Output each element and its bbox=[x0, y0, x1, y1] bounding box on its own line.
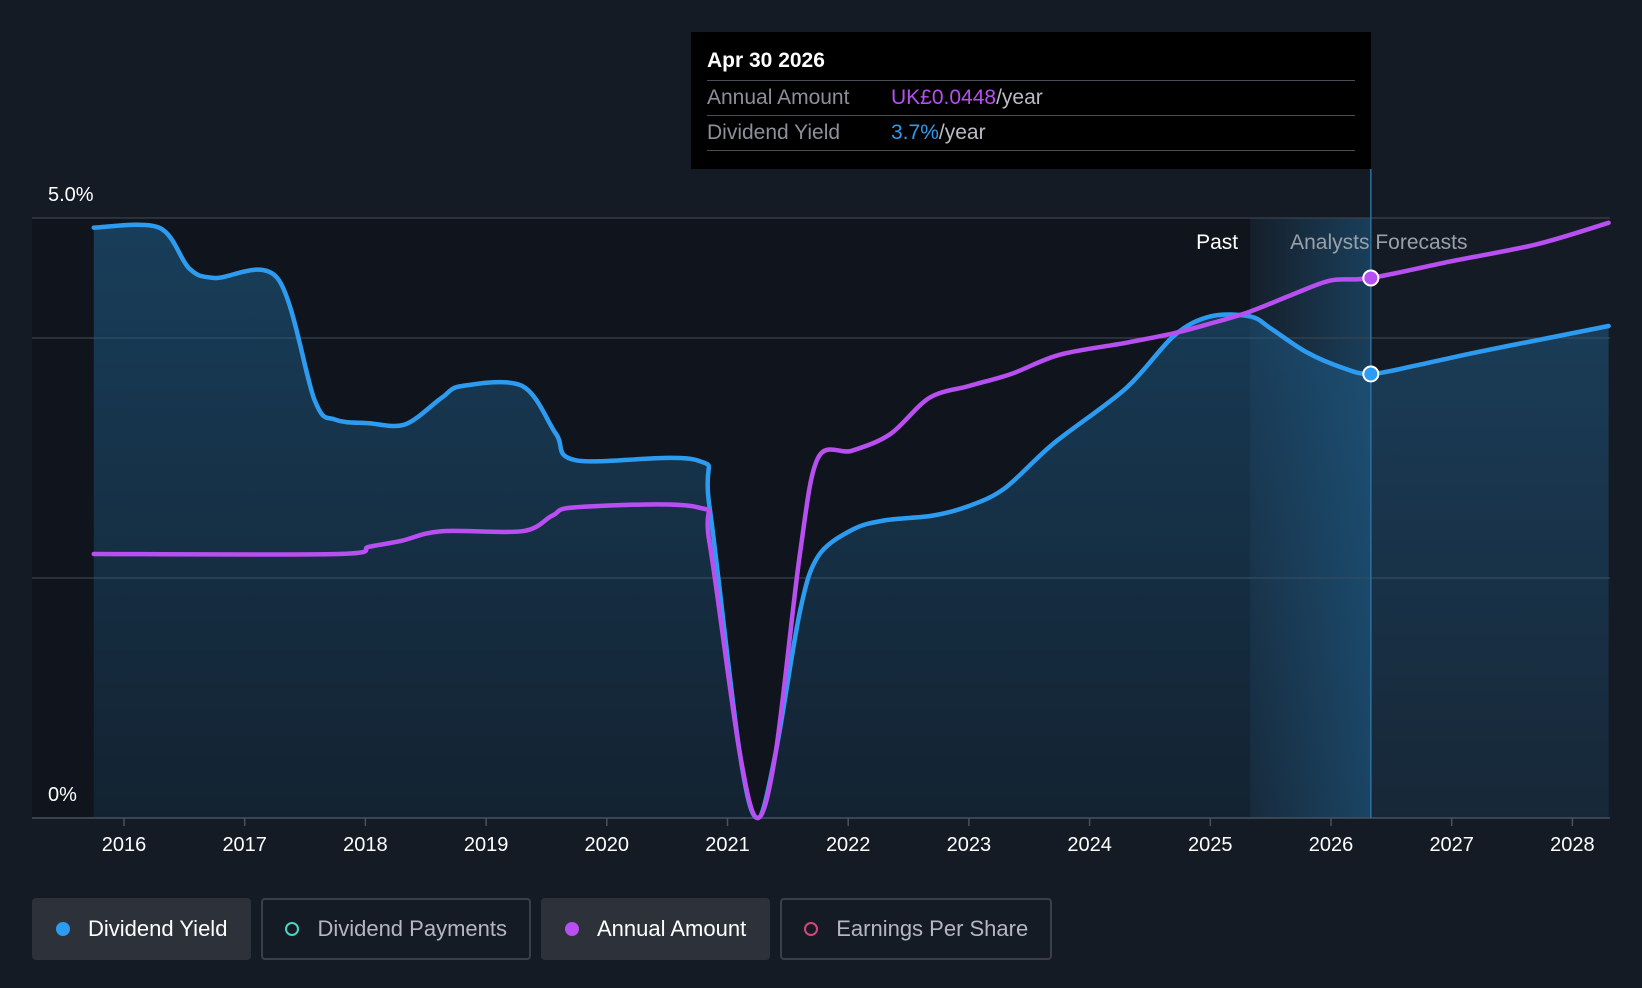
x-tick-label: 2028 bbox=[1550, 834, 1595, 856]
tooltip-value: 3.7% bbox=[891, 121, 939, 144]
tooltip-label: Dividend Yield bbox=[707, 121, 841, 144]
x-tick-label: 2023 bbox=[947, 834, 992, 856]
y-tick-label: 5.0% bbox=[48, 184, 94, 206]
tooltip-row-annual-amount: Annual Amount UK£0.0448 /year bbox=[707, 81, 1355, 116]
marker-annual-amount bbox=[1362, 269, 1380, 287]
x-tick-label: 2026 bbox=[1309, 834, 1354, 856]
legend-dividend-yield[interactable]: Dividend Yield bbox=[32, 898, 252, 960]
x-tick-label: 2017 bbox=[222, 834, 267, 856]
legend-dot-icon bbox=[285, 922, 300, 936]
x-tick-label: 2022 bbox=[826, 834, 871, 856]
x-tick-label: 2021 bbox=[705, 834, 750, 856]
legend-annual-amount[interactable]: Annual Amount bbox=[540, 898, 771, 960]
legend-dot-icon bbox=[564, 922, 579, 936]
y-tick-label: 0% bbox=[48, 784, 77, 806]
x-tick-label: 2018 bbox=[343, 834, 388, 856]
legend-dot-icon bbox=[56, 922, 70, 936]
tooltip-date: Apr 30 2026 bbox=[707, 46, 1355, 81]
marker-dividend-yield bbox=[1362, 365, 1380, 383]
tooltip-unit: /year bbox=[996, 86, 1043, 109]
legend-dividend-payments[interactable]: Dividend Payments bbox=[261, 898, 531, 960]
legend-label: Earnings Per Share bbox=[836, 916, 1029, 941]
past-label: Past bbox=[1196, 231, 1238, 254]
x-tick-label: 2016 bbox=[102, 834, 147, 856]
legend-label: Dividend Yield bbox=[88, 916, 228, 941]
tooltip-row-dividend-yield: Dividend Yield 3.7% /year bbox=[707, 116, 1355, 151]
x-tick-label: 2024 bbox=[1067, 834, 1112, 856]
series-area-dividend-yield bbox=[93, 224, 1609, 818]
legend-label: Dividend Payments bbox=[317, 916, 507, 941]
x-tick-label: 2025 bbox=[1188, 834, 1233, 856]
tooltip-value: UK£0.0448 bbox=[891, 86, 997, 109]
legend-label: Annual Amount bbox=[596, 916, 747, 941]
legend-earnings-per-share[interactable]: Earnings Per Share bbox=[780, 898, 1053, 960]
chart-legend: Dividend Yield Dividend Payments Annual … bbox=[32, 898, 1053, 960]
x-tick-label: 2020 bbox=[585, 834, 630, 856]
tooltip-unit: /year bbox=[938, 121, 986, 144]
series-line-annual-amount bbox=[91, 220, 1611, 821]
x-tick-label: 2019 bbox=[464, 834, 509, 856]
x-tick-label: 2027 bbox=[1429, 834, 1474, 856]
chart-tooltip: Apr 30 2026 Annual Amount UK£0.0448 /yea… bbox=[691, 32, 1371, 169]
legend-dot-icon bbox=[804, 922, 819, 936]
forecast-label: Analysts Forecasts bbox=[1290, 231, 1467, 254]
tooltip-label: Annual Amount bbox=[707, 86, 850, 109]
